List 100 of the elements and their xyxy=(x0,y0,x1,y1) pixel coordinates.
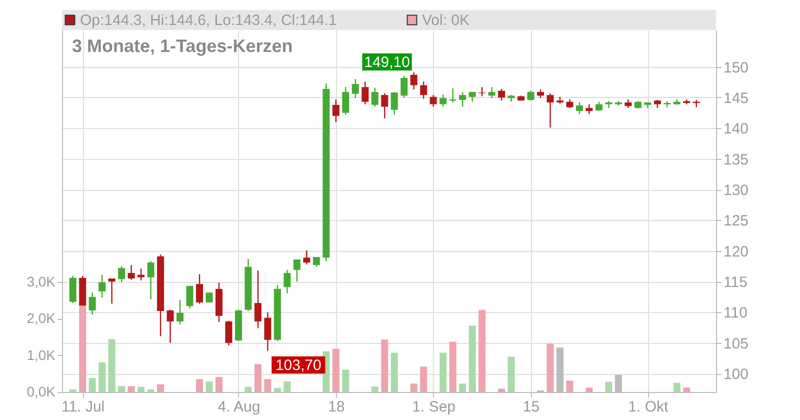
bar xyxy=(566,380,574,392)
candlestick xyxy=(352,78,359,99)
candlestick xyxy=(293,258,300,282)
annotation: 103,70 xyxy=(275,357,322,374)
y-tick-label: 140 xyxy=(724,120,749,138)
legend-label: Op:144.3, Hi:144.6, Lo:143.4, Cl:144.1 xyxy=(80,12,337,29)
bar xyxy=(138,386,145,392)
candlestick xyxy=(440,94,447,108)
candlestick xyxy=(284,269,291,294)
candlestick xyxy=(264,312,272,352)
y-tick-label: 115 xyxy=(724,274,748,292)
bar xyxy=(381,340,388,392)
candlestick xyxy=(312,256,320,268)
y-tick-label: 150 xyxy=(724,59,749,76)
y-tick-label: 100 xyxy=(724,366,749,384)
y-tick-label: 125 xyxy=(724,212,749,230)
bar xyxy=(673,382,680,392)
bar xyxy=(215,376,222,392)
x-tick-label: 18 xyxy=(328,398,345,416)
candlestick xyxy=(371,87,378,108)
candlestick xyxy=(390,91,398,116)
candlestick xyxy=(108,278,116,304)
candlestick xyxy=(138,268,145,281)
bar xyxy=(420,366,428,392)
bar xyxy=(605,382,612,392)
bar xyxy=(410,384,418,392)
y-tick-label: 120 xyxy=(724,243,749,260)
candlestick xyxy=(498,88,506,102)
x-tick-label: 15 xyxy=(522,398,540,416)
y2-tick-label: 1,0K xyxy=(26,346,56,363)
bar xyxy=(390,352,398,392)
candlestick xyxy=(430,94,437,108)
bar xyxy=(440,352,447,392)
bar xyxy=(98,362,106,392)
bar xyxy=(546,344,554,392)
candlestick xyxy=(254,270,262,329)
candlestick xyxy=(332,98,340,123)
chart-title: 3 Monate, 1-Tages-Kerzen xyxy=(72,36,293,56)
candlestick xyxy=(362,80,369,105)
candlestick xyxy=(527,90,534,102)
bar xyxy=(586,388,593,392)
bar xyxy=(683,388,690,392)
bar xyxy=(244,386,252,392)
bar xyxy=(88,378,96,392)
bar xyxy=(274,388,281,392)
y-tick-label: 105 xyxy=(724,335,749,352)
candlestick xyxy=(595,101,602,112)
bar xyxy=(196,379,203,392)
y2-tick-label: 3,0K xyxy=(26,273,56,290)
candlestick xyxy=(420,80,428,100)
bar xyxy=(147,389,154,392)
candlestick xyxy=(586,104,593,115)
bar xyxy=(498,388,506,392)
candlestick xyxy=(196,274,203,304)
x-tick-label: 4. Aug xyxy=(218,398,260,416)
y-tick-label: 110 xyxy=(724,304,748,322)
y2-tick-label: 0,0K xyxy=(26,384,56,400)
bar xyxy=(468,326,476,392)
bar xyxy=(254,364,262,392)
x-tick-label: 1. Okt xyxy=(628,398,670,416)
y2-tick-label: 2,0K xyxy=(26,310,56,326)
x-tick-label: 11. Jul xyxy=(62,398,105,416)
bar xyxy=(342,370,350,392)
bar xyxy=(264,379,272,392)
candlestick xyxy=(69,275,76,304)
candlestick xyxy=(98,274,106,298)
candlestick xyxy=(400,75,408,98)
candlestick xyxy=(147,260,154,300)
bar xyxy=(206,381,213,392)
candlestick xyxy=(166,309,174,344)
bar xyxy=(108,339,116,392)
bar xyxy=(371,386,378,392)
bar xyxy=(478,310,486,392)
candlestick xyxy=(546,92,554,128)
candlestick xyxy=(381,92,388,119)
bar xyxy=(459,384,466,392)
candlestick xyxy=(176,299,184,326)
bar xyxy=(332,348,340,392)
legend-label: Vol: 0K xyxy=(422,12,470,29)
bar xyxy=(157,384,164,392)
annotation: 149,10 xyxy=(364,54,410,71)
candlestick xyxy=(128,264,135,280)
candlestick xyxy=(186,285,194,310)
candlestick xyxy=(118,266,126,283)
bar xyxy=(118,386,126,392)
x-tick-label: 1. Sep xyxy=(412,398,456,416)
candlestick xyxy=(225,320,232,346)
candlestick xyxy=(410,72,418,90)
candlestick xyxy=(206,292,213,304)
bar xyxy=(69,389,76,392)
y-tick-label: 145 xyxy=(724,90,749,107)
candlestick xyxy=(488,86,496,99)
candlestick xyxy=(303,250,310,265)
candlestick xyxy=(342,86,350,116)
bar xyxy=(508,356,515,392)
y-tick-label: 130 xyxy=(724,182,749,200)
candlestick xyxy=(88,292,96,316)
bar xyxy=(128,386,135,392)
y-tick-label: 135 xyxy=(724,151,749,168)
bar xyxy=(449,342,456,392)
